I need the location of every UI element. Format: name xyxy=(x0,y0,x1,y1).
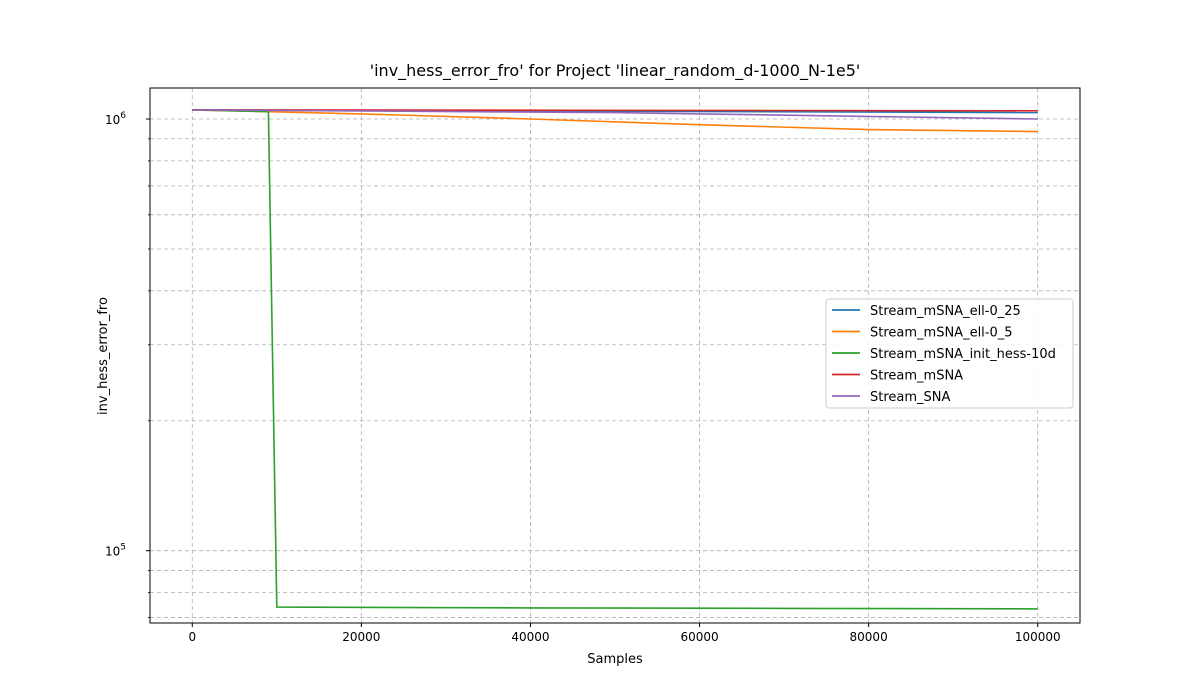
y-tick-exponent: 6 xyxy=(120,111,126,121)
legend-box xyxy=(825,298,1074,409)
x-tick-label: 100000 xyxy=(1015,630,1061,644)
series-line-stream-msna-ell-0-5 xyxy=(192,109,1038,133)
plot-frame xyxy=(149,87,1081,624)
legend-label: Stream_mSNA_ell-0_25 xyxy=(870,304,1021,319)
y-tick-exponent: 5 xyxy=(120,543,126,553)
legend-label: Stream_mSNA xyxy=(870,369,963,384)
x-tick-label: 20000 xyxy=(342,630,380,644)
x-tick-label: 60000 xyxy=(680,630,718,644)
series-line-stream-msna-init-hess-10d xyxy=(192,109,1038,610)
chart-title: 'inv_hess_error_fro' for Project 'linear… xyxy=(370,61,861,81)
x-tick-label: 80000 xyxy=(850,630,888,644)
series-lines xyxy=(192,109,1038,610)
x-axis-label: Samples xyxy=(587,652,643,667)
legend-label: Stream_mSNA_ell-0_5 xyxy=(870,326,1013,341)
x-tick-label: 0 xyxy=(188,630,196,644)
x-tick-label: 40000 xyxy=(511,630,549,644)
legend: Stream_mSNA_ell-0_25 Stream_mSNA_ell-0_5 S… xyxy=(825,298,1074,409)
series-line-stream-sna xyxy=(192,109,1038,120)
y-axis-label: inv_hess_error_fro xyxy=(96,297,111,415)
legend-label: Stream_mSNA_init_hess-10d xyxy=(870,347,1056,362)
legend-label: Stream_SNA xyxy=(870,390,951,405)
